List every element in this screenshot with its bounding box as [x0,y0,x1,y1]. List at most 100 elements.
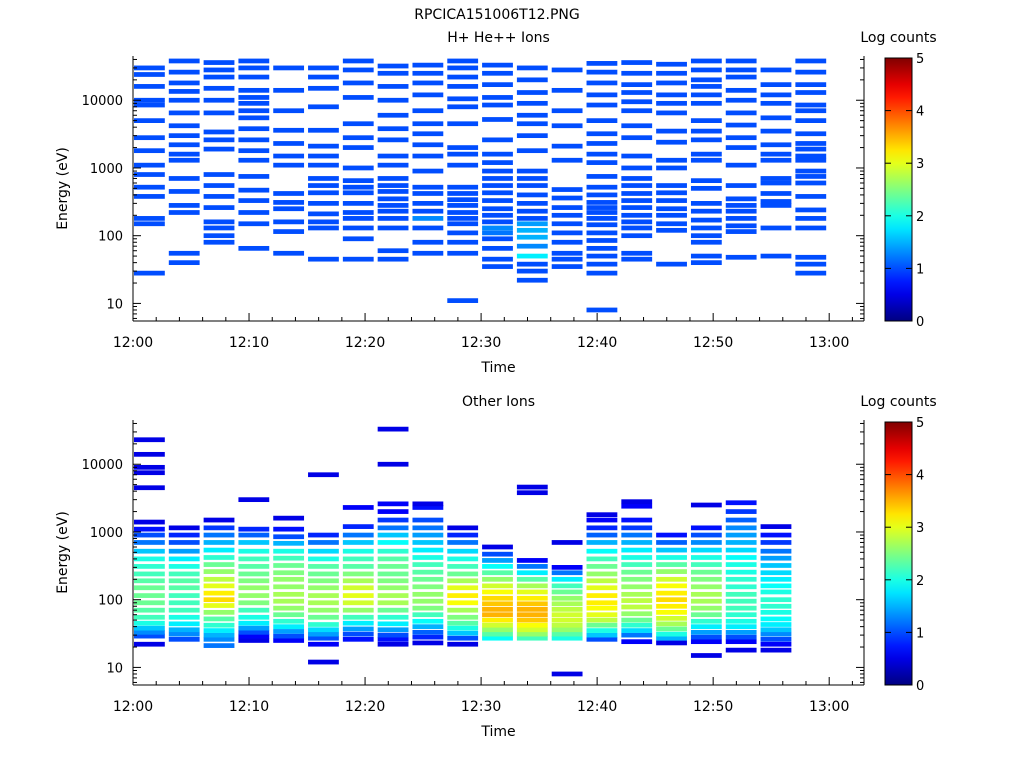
heatmap-cell [482,551,513,557]
heatmap-cell [273,629,305,634]
heatmap-cell [168,203,200,208]
heatmap-cell [447,145,479,150]
heatmap-cell [516,253,548,259]
heatmap-cell [586,628,618,633]
heatmap-cell [168,627,200,633]
heatmap-cell [447,216,479,221]
heatmap-cell [690,118,722,123]
heatmap-cell [168,80,200,86]
heatmap-cell [656,547,687,553]
heatmap-cell [656,540,687,545]
x-tick-label: 12:50 [693,699,733,715]
heatmap-cell [621,183,653,188]
colorbar-tick-label: 1 [916,626,924,641]
heatmap-cell [447,121,479,127]
heatmap-cell [447,564,479,569]
heatmap-cell [482,589,513,595]
heatmap-cell [168,578,200,584]
heatmap-cell [482,117,513,122]
heatmap-cell [308,556,339,562]
heatmap-cell [621,99,653,105]
heatmap-cell [134,65,165,71]
heatmap-cell [551,205,583,210]
heatmap-cell [516,606,548,612]
heatmap-cell [377,137,409,143]
heatmap-cell [447,540,479,545]
heatmap-cell [760,570,792,576]
x-tick-label: 12:40 [577,699,617,715]
heatmap-cell [795,168,827,174]
x-tick-label: 12:10 [229,699,269,715]
heatmap-cell [377,540,409,545]
heatmap-cell [377,509,409,514]
heatmap-cell [586,540,618,545]
heatmap-cell [725,122,757,128]
x-tick-label: 12:50 [693,335,733,351]
heatmap-cell [412,640,444,646]
heatmap-cell [238,221,270,227]
heatmap-cell [690,92,722,98]
heatmap-cell [308,635,339,641]
heatmap-cell [412,505,444,510]
heatmap-cell [516,100,548,106]
heatmap-cell [690,618,722,624]
y-axis-label: Energy (eV) [55,147,71,230]
heatmap-cell [342,540,374,545]
heatmap-cell [412,142,444,148]
heatmap-cell [621,233,653,239]
heatmap-cell [412,562,444,567]
heatmap-cell [447,250,479,256]
heatmap-cell [586,80,618,86]
heatmap-cell [760,532,792,538]
x-tick-label: 12:10 [229,335,269,351]
heatmap-cell [412,250,444,256]
heatmap-cell [273,638,305,643]
heatmap-cell [168,250,200,256]
heatmap-cell [203,233,235,239]
heatmap-cell [690,253,722,259]
heatmap-cell [725,74,757,80]
heatmap-cell [134,97,165,103]
heatmap-cell [203,110,235,116]
heatmap-cell [586,238,618,243]
heatmap-cell [377,97,409,103]
heatmap-cell [516,168,548,174]
heatmap-cell [273,206,305,212]
heatmap-cell [238,578,270,584]
heatmap-cell [482,70,513,76]
heatmap-cell [725,647,757,653]
heatmap-cell [586,571,618,577]
heatmap-cell [725,555,757,560]
heatmap-cell [690,84,722,89]
heatmap-cell [690,151,722,157]
heatmap-cell [412,153,444,159]
heatmap-cell [238,620,270,626]
heatmap-cell [725,183,757,188]
heatmap-cell [342,593,374,598]
heatmap-cell [725,576,757,582]
heatmap-cell [516,77,548,83]
heatmap-cell [377,461,409,467]
heatmap-cell [482,190,513,196]
heatmap-cell [725,639,757,645]
heatmap-cell [656,635,687,641]
heatmap-cell [342,256,374,262]
heatmap-cells [134,58,827,313]
heatmap-cell [482,606,513,612]
heatmap-cell [621,617,653,623]
heatmap-cell [516,277,548,283]
heatmap-cell [621,212,653,218]
heatmap-cell [725,145,757,150]
heatmap-cell [238,593,270,598]
heatmap-cell [656,128,687,134]
heatmap-cell [447,65,479,71]
heatmap-cell [447,74,479,80]
heatmap-cell [621,108,653,114]
y-tick-label: 100 [98,594,123,609]
heatmap-cell [725,67,757,73]
heatmap-cell [377,70,409,76]
heatmap-cell [273,633,305,639]
heatmap-cell [551,157,583,163]
heatmap-cell [168,525,200,531]
heatmap-cell [203,194,235,199]
